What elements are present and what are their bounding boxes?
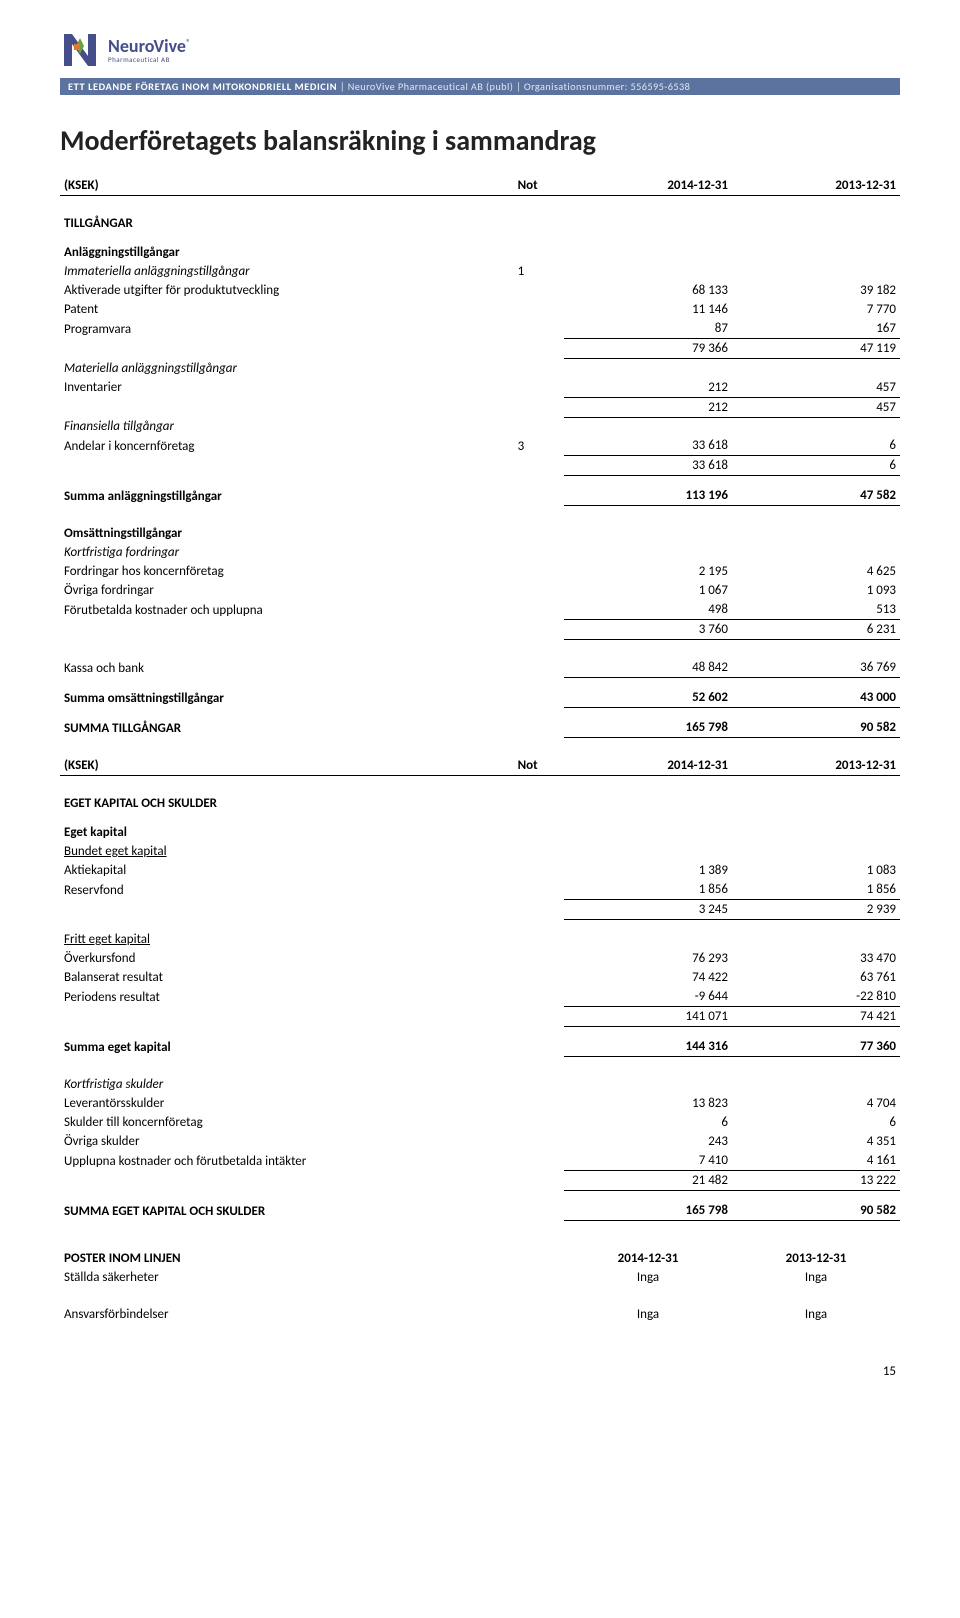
page-number: 15 (60, 1364, 900, 1379)
sum-eget-kapital: Summa eget kapital144 31677 360 (60, 1037, 900, 1057)
section-anlaggning: Anläggningstillgångar (60, 243, 514, 262)
sum-tillgangar: SUMMA TILLGÅNGAR165 79890 582 (60, 718, 900, 738)
table-row: Andelar i koncernföretag333 6186 (60, 436, 900, 456)
table-row: Inventarier212457 (60, 378, 900, 398)
row-immateriella: Immateriella anläggningstillgångar (60, 262, 514, 281)
logo-icon (60, 30, 100, 70)
table-row: Aktiverade utgifter för produktutvecklin… (60, 281, 900, 300)
table-header-row: (KSEK) Not 2014-12-31 2013-12-31 (60, 176, 900, 196)
header-2014: 2014-12-31 (564, 176, 732, 196)
table-row: Överkursfond76 29333 470 (60, 949, 900, 968)
balance-table-assets: (KSEK) Not 2014-12-31 2013-12-31 TILLGÅN… (60, 176, 900, 738)
row-materiella: Materiella anläggningstillgångar (60, 359, 514, 378)
table-row: Förutbetalda kostnader och upplupna49851… (60, 600, 900, 620)
table-row: Ställda säkerheter Inga Inga (60, 1268, 900, 1287)
not-1: 1 (514, 262, 564, 281)
row-fritt-eget-kapital: Fritt eget kapital (64, 932, 150, 947)
row-poster-inom-linjen: POSTER INOM LINJEN 2014-12-31 2013-12-31 (60, 1249, 900, 1268)
table-row: Övriga skulder2434 351 (60, 1132, 900, 1151)
section-tillgangar: TILLGÅNGAR (60, 214, 514, 233)
section-eget-kapital: Eget kapital (60, 823, 514, 842)
subtotal-row: 3 7606 231 (60, 620, 900, 640)
logo-text: NeuroVive® Pharmaceutical AB (108, 37, 191, 63)
logo-tagline: Pharmaceutical AB (108, 56, 191, 63)
section-eget-kapital-skulder: EGET KAPITAL OCH SKULDER (60, 794, 514, 813)
row-bundet-eget-kapital: Bundet eget kapital (64, 844, 167, 859)
banner: ETT LEDANDE FÖRETAG INOM MITOKONDRIELL M… (60, 78, 900, 95)
table-row: Balanserat resultat74 42263 761 (60, 968, 900, 987)
table-row: Fordringar hos koncernföretag2 1954 625 (60, 562, 900, 581)
page-title: Moderföretagets balansräkning i sammandr… (60, 123, 900, 158)
page-container: NeuroVive® Pharmaceutical AB ETT LEDANDE… (0, 0, 960, 1419)
subtotal-row: 141 07174 421 (60, 1007, 900, 1027)
row-finansiella: Finansiella tillgångar (60, 417, 514, 436)
table-row: Patent11 1467 770 (60, 300, 900, 319)
header-ksek: (KSEK) (60, 176, 514, 196)
sum-anlaggning: Summa anläggningstillgångar113 19647 582 (60, 486, 900, 506)
brand-header: NeuroVive® Pharmaceutical AB (60, 30, 900, 70)
table-row: Upplupna kostnader och förutbetalda intä… (60, 1151, 900, 1171)
header-not: Not (514, 176, 564, 196)
table-row: Aktiekapital1 3891 083 (60, 861, 900, 880)
subtotal-row: 212457 (60, 397, 900, 417)
table-row: Programvara87167 (60, 319, 900, 339)
table-header-row: (KSEK) Not 2014-12-31 2013-12-31 (60, 756, 900, 776)
section-omsattning: Omsättningstillgångar (60, 524, 514, 543)
subtotal-row: 79 36647 119 (60, 339, 900, 359)
row-kassa: Kassa och bank48 84236 769 (60, 658, 900, 678)
subtotal-row: 3 2452 939 (60, 900, 900, 920)
table-row: Ansvarsförbindelser Inga Inga (60, 1305, 900, 1324)
table-row: Skulder till koncernföretag66 (60, 1113, 900, 1132)
subtotal-row: 33 6186 (60, 456, 900, 476)
table-row: Reservfond1 8561 856 (60, 880, 900, 900)
header-2013: 2013-12-31 (732, 176, 900, 196)
logo-company: NeuroVive® (108, 37, 191, 56)
sum-eget-kapital-skulder: SUMMA EGET KAPITAL OCH SKULDER165 79890 … (60, 1201, 900, 1221)
banner-norm: | NeuroVive Pharmaceutical AB (publ) | O… (337, 80, 690, 93)
balance-table-notes: POSTER INOM LINJEN 2014-12-31 2013-12-31… (60, 1249, 900, 1324)
sum-omsattning: Summa omsättningstillgångar52 60243 000 (60, 688, 900, 708)
subtotal-row: 21 48213 222 (60, 1171, 900, 1191)
table-row: Övriga fordringar1 0671 093 (60, 581, 900, 600)
banner-bold: ETT LEDANDE FÖRETAG INOM MITOKONDRIELL M… (68, 80, 337, 93)
row-kortfristiga-fordringar: Kortfristiga fordringar (60, 543, 514, 562)
row-kortfristiga-skulder: Kortfristiga skulder (60, 1075, 514, 1094)
table-row: Leverantörsskulder13 8234 704 (60, 1094, 900, 1113)
balance-table-equity: (KSEK) Not 2014-12-31 2013-12-31 EGET KA… (60, 756, 900, 1221)
table-row: Periodens resultat-9 644-22 810 (60, 987, 900, 1007)
